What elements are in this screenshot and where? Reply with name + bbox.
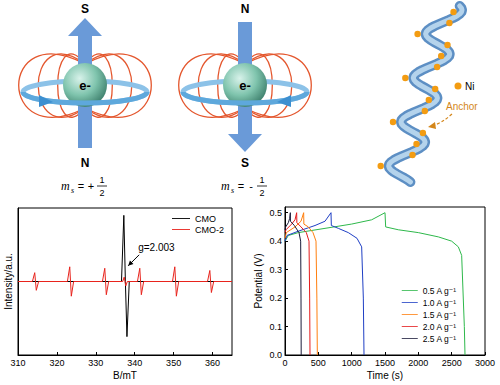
svg-text:310: 310 (10, 358, 25, 368)
svg-text:0: 0 (282, 358, 287, 368)
svg-text:0.5 A g⁻¹: 0.5 A g⁻¹ (423, 286, 456, 296)
svg-text:2: 2 (259, 188, 264, 198)
svg-text:2.5 A g⁻¹: 2.5 A g⁻¹ (423, 334, 456, 344)
svg-text:=: = (238, 180, 244, 192)
svg-text:Time (s): Time (s) (367, 370, 403, 381)
svg-text:0.0: 0.0 (269, 350, 282, 360)
svg-text:320: 320 (49, 358, 64, 368)
svg-text:350: 350 (166, 358, 181, 368)
svg-text:-: - (249, 180, 253, 192)
svg-text:0.5: 0.5 (269, 208, 282, 218)
svg-text:0.2: 0.2 (269, 293, 282, 303)
svg-text:1.5 A g⁻¹: 1.5 A g⁻¹ (423, 310, 456, 320)
svg-text:2000: 2000 (408, 358, 428, 368)
svg-text:N: N (241, 2, 250, 16)
svg-text:2500: 2500 (442, 358, 462, 368)
svg-text:360: 360 (205, 358, 220, 368)
svg-text:=: = (78, 180, 84, 192)
svg-text:+: + (88, 180, 94, 192)
svg-text:Potential (V): Potential (V) (253, 253, 264, 308)
svg-text:g=2.003: g=2.003 (138, 242, 175, 253)
svg-text:CMO-2: CMO-2 (195, 225, 224, 235)
svg-text:m: m (221, 179, 230, 193)
svg-text:330: 330 (88, 358, 103, 368)
svg-text:N: N (81, 156, 90, 170)
svg-text:1000: 1000 (342, 358, 362, 368)
svg-text:2: 2 (99, 188, 104, 198)
svg-text:S: S (241, 156, 249, 170)
svg-text:m: m (61, 179, 70, 193)
svg-text:1: 1 (99, 175, 104, 185)
svg-text:0.4: 0.4 (269, 236, 282, 246)
svg-text:Ni: Ni (465, 81, 474, 92)
svg-text:1.0 A g⁻¹: 1.0 A g⁻¹ (423, 298, 456, 308)
svg-text:CMO: CMO (195, 214, 216, 224)
svg-text:1: 1 (259, 175, 264, 185)
svg-text:e-: e- (79, 78, 91, 93)
svg-text:500: 500 (311, 358, 326, 368)
svg-text:s: s (71, 186, 74, 195)
svg-text:0.3: 0.3 (269, 265, 282, 275)
svg-text:e-: e- (239, 78, 251, 93)
svg-text:Intensity/a.u.: Intensity/a.u. (3, 253, 14, 310)
svg-text:1500: 1500 (375, 358, 395, 368)
svg-text:340: 340 (127, 358, 142, 368)
svg-text:0.1: 0.1 (269, 322, 282, 332)
svg-text:3000: 3000 (475, 358, 495, 368)
svg-text:s: s (231, 186, 234, 195)
svg-text:B/mT: B/mT (113, 370, 137, 381)
svg-text:Anchor: Anchor (446, 101, 478, 112)
svg-text:2.0 A g⁻¹: 2.0 A g⁻¹ (423, 322, 456, 332)
svg-text:S: S (81, 2, 89, 16)
